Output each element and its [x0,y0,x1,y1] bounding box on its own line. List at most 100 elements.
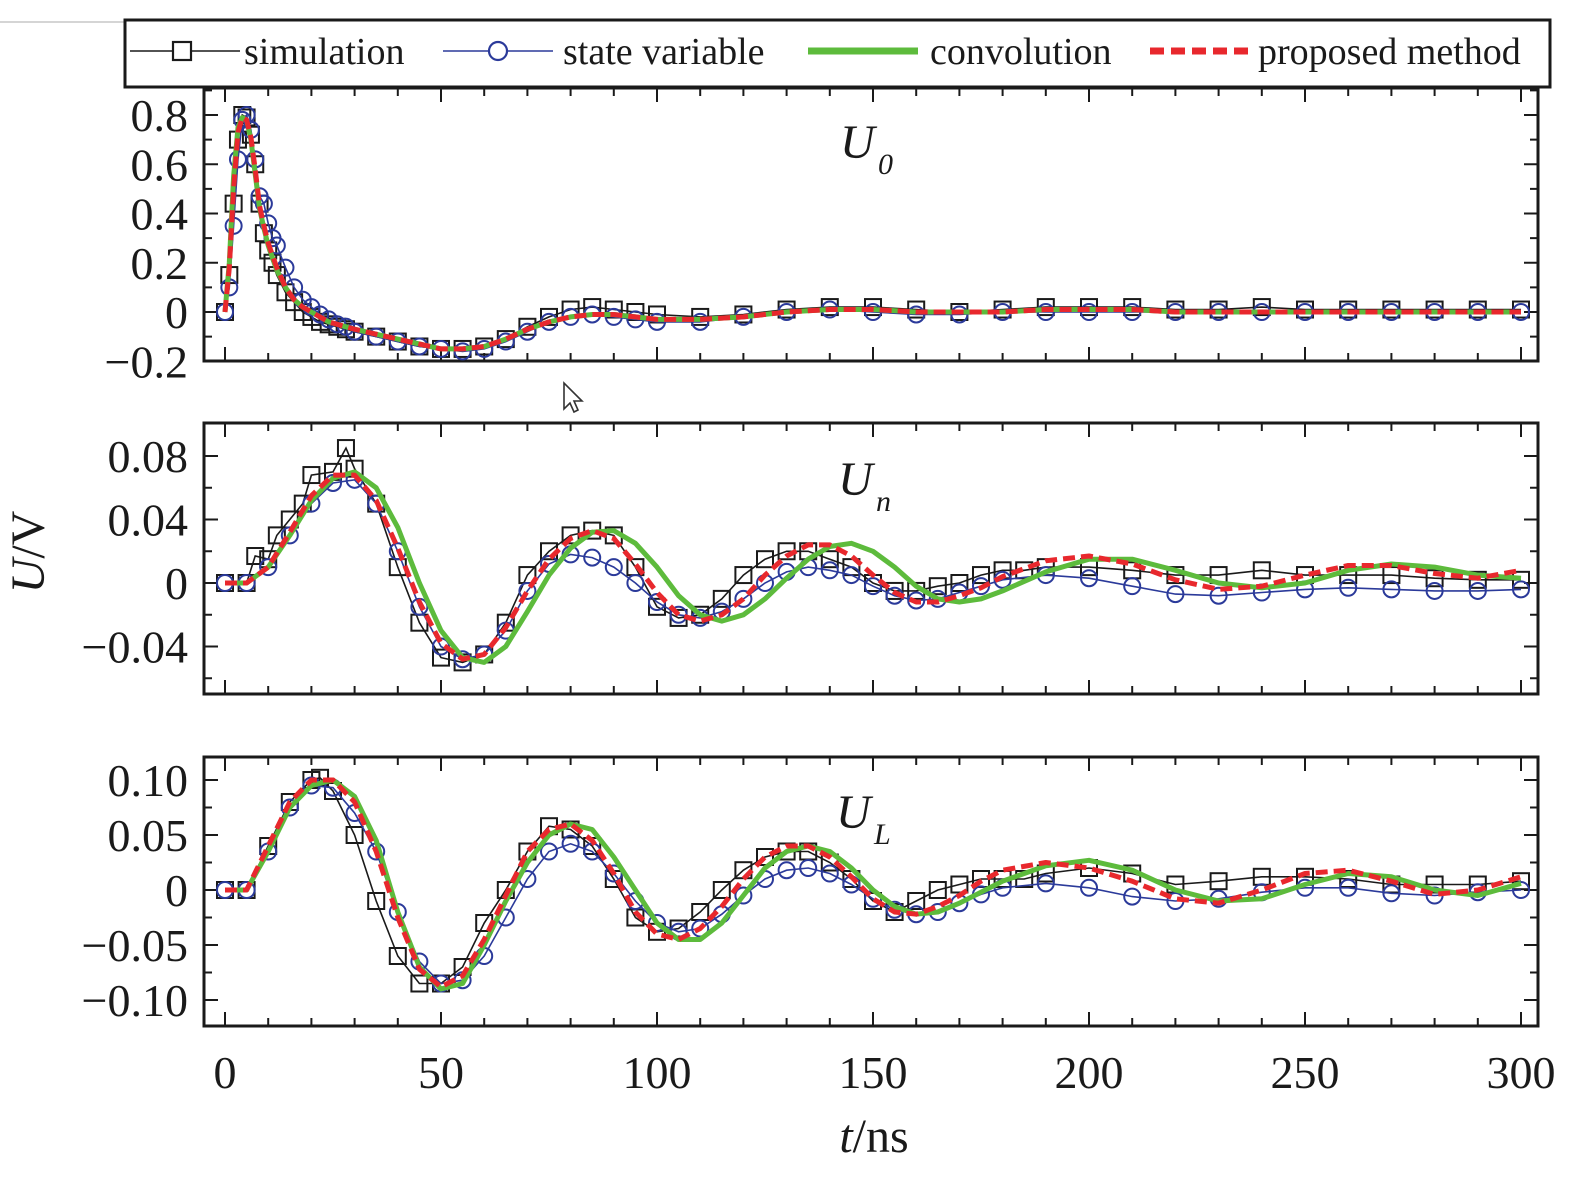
panel-label-subscript: n [876,485,891,518]
cursor-arrow [563,381,584,414]
data-point [1252,298,1271,317]
panel-frame [202,421,1540,696]
y-axis-label-unit: /V [2,510,55,558]
y-tick-label: 0.6 [131,139,189,190]
x-tick-label: 150 [839,1047,908,1098]
y-tick-label: −0.04 [82,622,188,673]
y-tick-label: 0.2 [131,238,189,289]
panel-label: U [838,453,876,506]
legend: simulation state variable convolution propo… [123,18,1552,89]
data-point [1425,581,1444,600]
data-point [1036,874,1055,893]
data-point [388,947,407,965]
panel-label-subscript: 0 [878,148,893,181]
data-point [928,577,947,596]
data-point [1512,881,1530,899]
legend-label: simulation [244,31,404,73]
data-point [367,892,386,910]
data-point [518,581,537,600]
legend-swatch-marker [487,40,509,62]
data-point [1339,878,1358,897]
data-point [1468,581,1487,600]
data-point [907,591,926,610]
data-point [712,589,731,608]
y-tick-label: 0.4 [131,189,189,240]
data-point [777,861,796,880]
x-tick-label: 300 [1487,1047,1556,1098]
series-line [225,472,1522,662]
data-point [345,826,364,844]
data-point [1382,884,1401,903]
data-point [540,842,558,861]
x-tick-label: 0 [214,1047,237,1098]
data-point [885,581,904,600]
legend-swatch-marker [171,40,193,62]
x-axis-label: t/ns [839,1110,908,1163]
data-point [246,547,265,566]
y-tick-label: −0.05 [82,920,188,971]
panel-label: U [836,786,874,839]
data-point [734,566,753,585]
data-point [756,550,774,569]
data-point [1209,872,1228,891]
x-tick-labels: 0 50 100 150 200 250 300 [214,1047,1556,1098]
data-point [302,466,321,485]
y-tick-label: 0.08 [108,431,189,482]
data-point [1123,887,1142,906]
panel-frame [202,755,1540,1028]
data-point [410,974,429,993]
data-point [1123,577,1142,596]
data-point [1080,878,1098,897]
legend-label: state variable [563,31,765,73]
series [225,777,1522,990]
y-tick-label: 0.04 [108,495,189,546]
series [225,472,1522,662]
data-point [950,574,969,592]
series-line [225,469,1522,665]
x-tick-label: 250 [1271,1047,1340,1098]
data-point [583,548,602,567]
y-tick-label: 0 [165,558,188,609]
data-point [907,892,926,910]
panel-data [216,106,1530,361]
y-axis-label: U/V [2,510,55,593]
data-point [842,566,861,585]
y-axis-label-var: U [2,555,55,593]
data-point [734,589,753,608]
y-tick-label: −0.2 [105,336,188,387]
data-point [1382,580,1401,599]
data-point [259,558,278,577]
data-point [712,881,731,899]
y-tick-label: −0.10 [82,975,188,1026]
data-point [734,886,753,905]
x-tick-label: 100 [623,1047,692,1098]
series [222,115,1521,352]
data-point [432,648,450,667]
x-tick-label: 50 [418,1047,464,1098]
data-point [950,875,969,894]
panel-data [216,439,1530,672]
series [225,469,1522,665]
legend-entry: proposed method [1150,31,1521,73]
data-point [1166,585,1185,604]
legend-label: proposed method [1258,31,1521,73]
data-point [336,439,355,458]
series-line [225,777,1522,992]
series-line [225,777,1522,990]
data-point [972,566,990,585]
x-tick-label: 200 [1055,1047,1124,1098]
legend-entry: simulation [130,31,404,73]
data-point [799,859,818,877]
y-tick-label: 0.10 [108,755,189,806]
y-tick-label: 0.8 [131,90,189,141]
data-point [1512,580,1530,599]
panel: 0.80.60.40.20−0.2U 0 [105,86,1540,387]
panel-frame [202,86,1540,363]
data-point [1209,586,1228,605]
data-point [1425,569,1444,588]
data-point [254,194,273,213]
panel-label-subscript: L [873,818,891,851]
data-point [540,307,558,326]
